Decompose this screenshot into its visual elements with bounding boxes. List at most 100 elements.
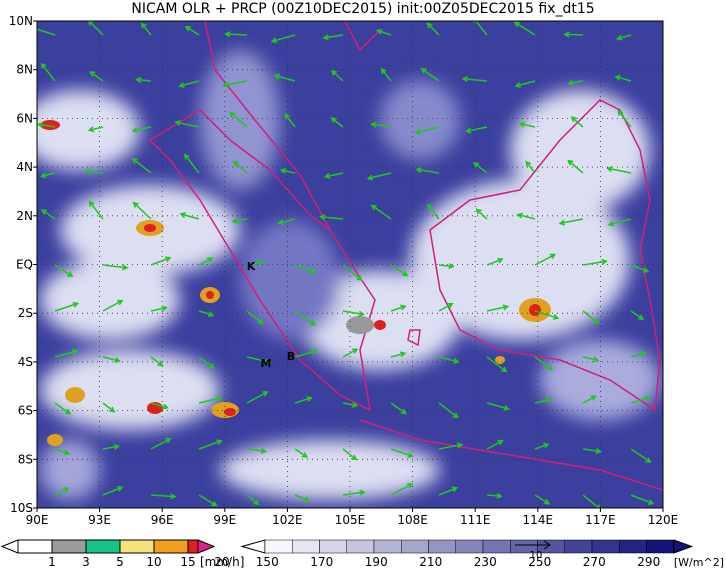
wind-arrow (567, 79, 584, 86)
wind-arrow (390, 483, 414, 496)
lat-label: 4S (18, 355, 33, 369)
colorbar-box (482, 539, 511, 554)
wind-arrow (102, 356, 121, 364)
wind-arrow (102, 485, 124, 496)
wind-arrow (415, 167, 440, 174)
wind-arrow (150, 256, 172, 266)
colorbar-end (240, 539, 266, 554)
wind-arrow (380, 67, 392, 82)
wind-arrow (342, 448, 358, 461)
wind-arrow (330, 69, 344, 82)
wind-arrow (102, 264, 129, 271)
lon-label: 108E (397, 513, 428, 527)
wind-arrow (525, 160, 536, 174)
wind-arrow (582, 258, 608, 266)
wind-arrow (486, 304, 510, 312)
wind-arrow (615, 34, 632, 41)
place-label: M (261, 357, 272, 370)
wind-arrow (342, 264, 363, 282)
wind-arrow (426, 22, 440, 36)
wind-arrow (607, 218, 632, 227)
wind-arrow (102, 299, 124, 312)
wind-arrow (342, 489, 366, 496)
wind-arrow (231, 217, 248, 224)
colorbar-label: 3 (82, 555, 90, 569)
wind-arrow (150, 437, 172, 450)
wind-arrow (294, 310, 316, 326)
wind-arrow (102, 443, 121, 450)
wind-arrow (567, 159, 584, 174)
wind-arrow (438, 402, 459, 419)
colorbar-box (619, 539, 647, 554)
wind-arrow (414, 126, 440, 135)
wind-arrow (131, 157, 152, 174)
wind-arrow (630, 350, 647, 358)
vector-ref (515, 540, 551, 550)
wind-arrow (390, 351, 407, 358)
wind-arrow (606, 166, 632, 174)
lon-label: 114E (523, 513, 554, 527)
colorbar-box (85, 539, 121, 554)
wind-arrow (279, 167, 296, 174)
wind-arrow (390, 304, 407, 312)
colorbar-label: 20 (214, 555, 229, 569)
colorbar-box (51, 539, 87, 554)
wind-arrow (84, 168, 104, 175)
wind-arrow (513, 21, 536, 36)
lon-label: 120E (648, 513, 679, 527)
wind-arrow (342, 401, 359, 408)
vector-ref-label: 10 (530, 550, 543, 561)
place-label: K (247, 260, 256, 273)
wind-arrow (438, 486, 459, 496)
colorbar-label: 190 (365, 555, 388, 569)
lat-label: 8N (16, 63, 33, 77)
wind-arrow (178, 80, 200, 88)
lat-label: 2S (18, 306, 33, 320)
colorbar-box (264, 539, 293, 554)
lon-label: 96E (151, 513, 174, 527)
wind-arrow (342, 310, 365, 317)
wind-arrow (232, 160, 248, 174)
colorbar-label: 150 (256, 555, 279, 569)
colorbar-box (428, 539, 456, 554)
wind-arrow (630, 264, 650, 273)
wind-arrow (366, 172, 392, 181)
wind-arrow (534, 397, 553, 404)
lat-label: 8S (18, 452, 33, 466)
colorbar-box (401, 539, 429, 554)
wind-arrow (438, 303, 454, 312)
lon-label: 117E (585, 513, 616, 527)
wind-arrow (284, 113, 296, 128)
wind-arrow (475, 208, 488, 220)
wind-arrow (582, 447, 603, 454)
colorbar-label: 5 (116, 555, 124, 569)
colorbar-box (319, 539, 347, 554)
wind-arrow (294, 349, 318, 358)
wind-arrow (516, 212, 536, 220)
wind-arrow (464, 126, 488, 134)
colorbar-box (17, 539, 53, 554)
colorbar-unit: [W/m^2] (674, 556, 724, 569)
colorbar-box (564, 539, 593, 554)
colorbar-unit: [mm/h] (200, 555, 244, 569)
wind-arrow (294, 448, 309, 458)
wind-arrow (150, 402, 169, 410)
map-field (37, 21, 663, 508)
wind-arrow (198, 310, 215, 317)
wind-arrow (150, 305, 168, 312)
wind-arrow (246, 356, 272, 365)
wind-arrow (472, 161, 488, 174)
wind-arrow (322, 34, 344, 41)
wind-arrow (198, 395, 223, 404)
wind-arrow (246, 391, 269, 404)
wind-arrow (198, 257, 214, 266)
wind-arrow (486, 402, 510, 411)
colorbar-box (591, 539, 620, 554)
wind-arrow (87, 126, 104, 133)
wind-arrow (150, 356, 164, 367)
wind-arrow (518, 121, 536, 128)
wind-arrow (375, 28, 392, 36)
wind-arrow (88, 200, 104, 220)
wind-arrow (54, 487, 70, 496)
wind-arrow (486, 257, 504, 266)
